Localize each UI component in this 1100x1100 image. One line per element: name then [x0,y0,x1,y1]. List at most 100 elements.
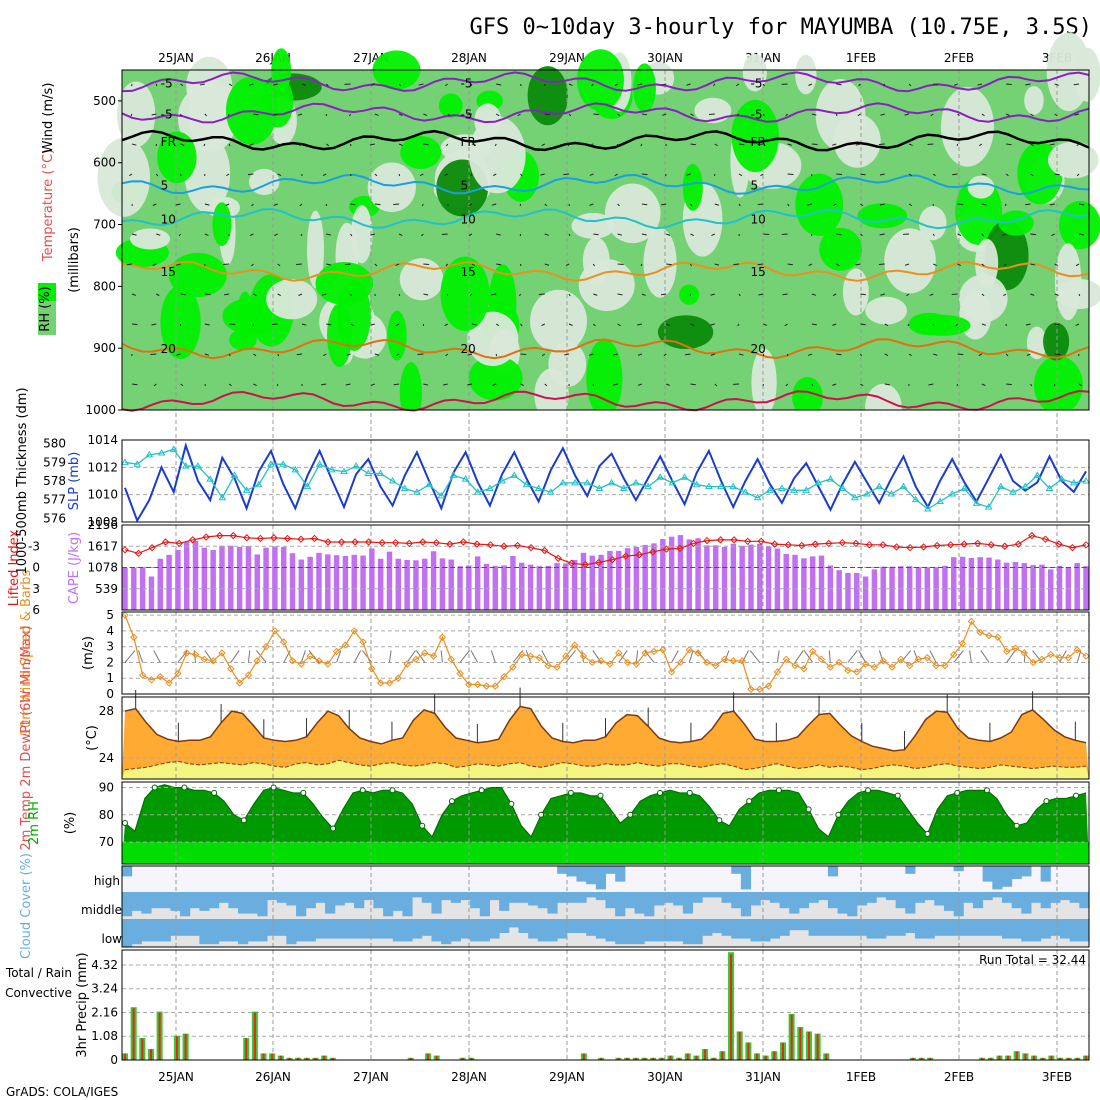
wind-barb [637,83,643,86]
wind-barb [1054,83,1059,86]
cloud-low-bar [383,919,394,939]
temperature-area [122,706,1089,779]
wind-barb [277,173,282,176]
wind-barb [156,233,161,236]
cape-bar [404,559,410,610]
cloud-low-bar [228,919,239,942]
wind-speed-marker [1038,655,1046,664]
rh-marker [419,822,426,829]
cape-bar [448,559,454,610]
cloud-middle-bar [779,892,790,909]
cloud-middle-bar [122,892,133,917]
wind-barb [131,293,136,296]
rh-patch [222,297,281,335]
precip-convective-bar [600,1057,603,1060]
temperature-legend-label: Temperature (°C) [41,149,56,262]
wind-barb [299,203,303,207]
wind-barb [1025,323,1031,326]
rh-marker [924,830,931,837]
wind-barb [517,113,521,117]
wind-speed-marker [271,627,279,635]
lifted-index-marker [595,558,603,567]
wind-speed-marker [703,658,711,667]
wind-barb [908,203,913,207]
precip-convective-bar [712,1057,715,1060]
wind-barb [637,353,643,356]
lifted-index-marker [1068,543,1077,552]
precip-convective-bar [582,1053,585,1060]
wind-barb [1049,143,1055,146]
cloud-low-bar [682,919,694,945]
wind-barb [398,233,403,237]
cape-bar [201,547,208,610]
thickness-marker [668,478,677,486]
cape-lifted-index-panel: -3 0 3 6 539 1078 1617 2156 Lifted Index CAPE (J/… [7,518,1090,617]
cloud-low-bar [1079,919,1090,942]
thickness-marker [632,478,640,486]
below-ground [122,410,1089,438]
precip-convective-bar [764,1055,767,1060]
thickness-slp-panel: 576 577 578 579 580 1008 1010 1012 1014 1000-500m… [15,387,1090,575]
precip-convective-bar [323,1055,326,1060]
thickness-marker [1009,488,1017,495]
cape-bar [906,566,913,610]
wind-barb [568,323,573,326]
wind-barb [957,233,962,236]
wind-barb [1078,203,1085,206]
wind-barb [423,293,429,296]
cape-bar [430,551,437,610]
wind-barb [736,113,740,117]
cape-bar [263,547,269,610]
lifted-index-tick: -3 [28,539,40,553]
lifted-index-line [124,534,1087,566]
wind-barb [738,203,741,207]
wind-barb [738,143,745,146]
wind-barb [811,113,817,116]
wind-barb [981,233,984,237]
cape-bar [351,554,357,610]
isotherm-line [121,173,1090,196]
cloud-low-bar [885,919,897,936]
wind-speed-marker [597,657,605,665]
lifted-index-marker [527,543,535,552]
lifted-index-marker [784,541,792,549]
wind-barb [204,203,210,206]
cloud-middle-bar [963,892,974,903]
wind-speed-marker [518,650,526,659]
cloud-high-bar [1021,866,1032,877]
rh-marker [835,811,842,818]
wind-barb [273,83,278,86]
thickness-marker [705,482,713,490]
rh-patch [212,202,232,247]
cape-bar [466,565,472,610]
wind-speed-marker [835,658,843,667]
wind-barb [738,173,743,177]
cloud-high-bar [595,866,606,890]
wind-barb [836,233,842,236]
wind-barb [666,383,670,386]
wind-barb [370,83,376,86]
wind-barb [398,83,402,87]
wind-barb [1059,650,1067,663]
lifted-index-marker [987,541,995,549]
rh-marker [1043,798,1050,805]
panel-frame [121,865,1090,948]
wind-barb [690,113,694,117]
cloud-high-bar [905,866,916,874]
cloud-low-bar [576,919,587,933]
cloud-middle-bar [402,892,413,917]
rh-patch [160,285,201,360]
wind-barb [860,383,864,387]
wind-speed-marker [350,627,358,635]
cape-bar [801,558,807,610]
wind-barb [277,293,281,297]
cape-bar [148,576,155,610]
cape-bar [183,541,190,610]
wind-barb [714,203,719,206]
cloud-low-bar [160,919,171,942]
wind-barb [277,143,283,146]
precip-convective-bar [998,1055,1001,1060]
lifted-index-marker [974,539,982,548]
rh-marker [686,789,693,796]
wind-barb [277,263,281,267]
